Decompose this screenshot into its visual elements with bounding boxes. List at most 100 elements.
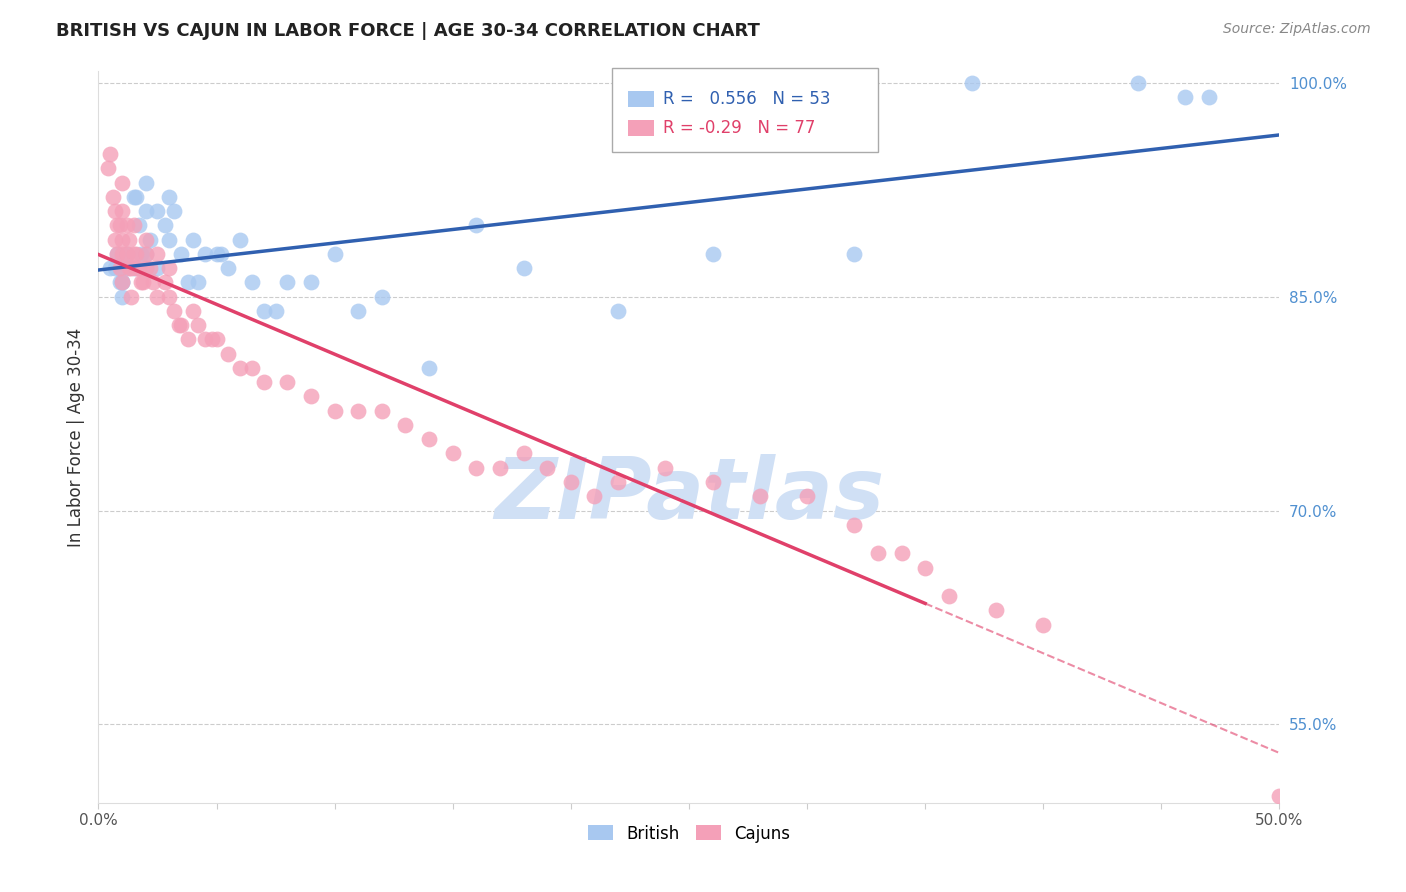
Point <box>135 204 157 219</box>
Point <box>205 333 228 347</box>
Point <box>122 190 145 204</box>
Point <box>748 489 770 503</box>
Text: R =   0.556   N = 53: R = 0.556 N = 53 <box>664 90 831 108</box>
Point <box>253 375 276 389</box>
Point <box>866 546 889 560</box>
Point <box>229 233 252 247</box>
Point <box>170 318 193 333</box>
Point <box>264 304 287 318</box>
Point <box>240 276 263 290</box>
Point <box>177 276 200 290</box>
Text: BRITISH VS CAJUN IN LABOR FORCE | AGE 30-34 CORRELATION CHART: BRITISH VS CAJUN IN LABOR FORCE | AGE 30… <box>56 22 761 40</box>
Point <box>512 261 534 276</box>
Point <box>142 276 165 290</box>
Point <box>132 276 155 290</box>
Point <box>135 247 157 261</box>
Point <box>118 233 141 247</box>
Point <box>914 560 936 574</box>
Point <box>1032 617 1054 632</box>
Point <box>97 161 120 176</box>
Point <box>962 76 984 90</box>
Point <box>796 489 818 503</box>
Text: Source: ZipAtlas.com: Source: ZipAtlas.com <box>1223 22 1371 37</box>
Point <box>135 233 157 247</box>
Point <box>111 290 134 304</box>
Point <box>115 247 138 261</box>
Point <box>111 276 134 290</box>
Point <box>104 261 127 276</box>
Point <box>583 489 606 503</box>
Point <box>125 261 148 276</box>
Point <box>702 475 724 489</box>
Point <box>135 176 157 190</box>
Point <box>101 190 124 204</box>
Point <box>157 233 180 247</box>
Point <box>163 204 186 219</box>
Point <box>146 204 169 219</box>
Point <box>465 460 488 475</box>
Point <box>115 219 138 233</box>
Point <box>108 219 131 233</box>
Point <box>1198 90 1220 104</box>
Point <box>607 475 630 489</box>
Point <box>984 603 1007 617</box>
Point <box>938 589 960 603</box>
Point <box>187 276 209 290</box>
Point <box>323 247 346 261</box>
Point <box>125 247 148 261</box>
Point <box>118 261 141 276</box>
Point <box>122 247 145 261</box>
Point <box>229 360 252 375</box>
Point <box>465 219 488 233</box>
Point <box>111 204 134 219</box>
Point <box>418 360 440 375</box>
Point <box>128 261 150 276</box>
Point <box>111 261 134 276</box>
Bar <box>627 120 654 136</box>
Legend: British, Cajuns: British, Cajuns <box>581 818 797 849</box>
Point <box>111 276 134 290</box>
Point <box>122 219 145 233</box>
Point <box>560 475 582 489</box>
Point <box>1268 789 1291 803</box>
Point <box>299 276 322 290</box>
Point <box>108 276 131 290</box>
Point <box>115 261 138 276</box>
Point <box>135 261 157 276</box>
Point <box>512 446 534 460</box>
Point <box>98 261 121 276</box>
Point <box>323 403 346 417</box>
Point <box>104 233 127 247</box>
Point <box>194 247 217 261</box>
FancyBboxPatch shape <box>612 68 877 152</box>
Point <box>489 460 512 475</box>
Point <box>121 261 143 276</box>
Point <box>1174 90 1197 104</box>
Point <box>146 261 169 276</box>
Point <box>135 247 157 261</box>
Point <box>702 247 724 261</box>
Point <box>111 233 134 247</box>
Point <box>181 304 204 318</box>
Point <box>157 290 180 304</box>
Point <box>299 389 322 403</box>
Point <box>205 247 228 261</box>
Point <box>187 318 209 333</box>
Point <box>194 333 217 347</box>
Point <box>347 304 370 318</box>
Point <box>441 446 464 460</box>
Point <box>135 261 157 276</box>
Point <box>146 247 169 261</box>
Point <box>115 247 138 261</box>
Point <box>111 176 134 190</box>
Point <box>163 304 186 318</box>
Text: R = -0.29   N = 77: R = -0.29 N = 77 <box>664 119 815 136</box>
Point <box>129 276 152 290</box>
Point <box>240 360 263 375</box>
Point <box>111 276 134 290</box>
Point <box>209 247 232 261</box>
Point <box>104 204 127 219</box>
Point <box>844 517 866 532</box>
Bar <box>627 91 654 107</box>
Point <box>536 460 558 475</box>
